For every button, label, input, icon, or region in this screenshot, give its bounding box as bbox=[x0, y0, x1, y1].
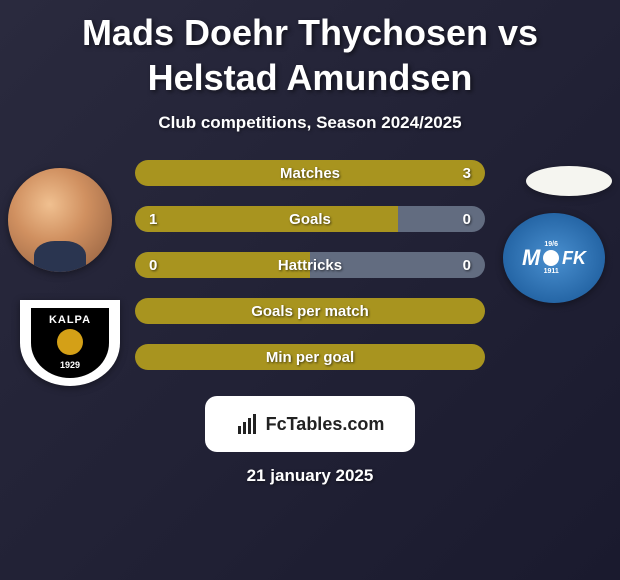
club-right-m: M bbox=[522, 245, 540, 271]
date: 21 january 2025 bbox=[0, 466, 620, 486]
club-badge-left-inner: KALPA 1929 bbox=[31, 308, 109, 378]
stat-val-right: 3 bbox=[463, 165, 471, 182]
subtitle: Club competitions, Season 2024/2025 bbox=[0, 113, 620, 133]
club-right-year-top: 19/6 bbox=[544, 241, 558, 248]
fctables-badge: FcTables.com bbox=[205, 396, 415, 452]
comparison-area: KALPA 1929 M 19/6 1911 FK Matches 3 1 Go… bbox=[0, 148, 620, 388]
club-left-name: KALPA bbox=[49, 314, 91, 326]
club-badge-right: M 19/6 1911 FK bbox=[503, 213, 605, 303]
stat-fill bbox=[135, 206, 398, 232]
stat-label: Min per goal bbox=[266, 349, 354, 366]
fctables-label: FcTables.com bbox=[266, 414, 385, 435]
page-title: Mads Doehr Thychosen vs Helstad Amundsen bbox=[0, 0, 620, 105]
stat-bar-matches: Matches 3 bbox=[135, 160, 485, 186]
stat-bar-hattricks: 0 Hattricks 0 bbox=[135, 252, 485, 278]
club-badge-left: KALPA 1929 bbox=[20, 300, 120, 386]
club-badge-right-inner: M 19/6 1911 FK bbox=[522, 236, 586, 280]
player-photo-left bbox=[8, 168, 112, 272]
stat-bar-gpm: Goals per match bbox=[135, 298, 485, 324]
stat-val-left: 0 bbox=[149, 257, 157, 274]
player-photo-right bbox=[526, 166, 612, 196]
ball-icon bbox=[543, 250, 559, 266]
stat-val-right: 0 bbox=[463, 257, 471, 274]
stat-bar-goals: 1 Goals 0 bbox=[135, 206, 485, 232]
stat-label: Matches bbox=[280, 165, 340, 182]
stat-bar-mpg: Min per goal bbox=[135, 344, 485, 370]
club-right-year: 1911 bbox=[544, 268, 559, 275]
stat-label: Hattricks bbox=[278, 257, 342, 274]
stat-val-right: 0 bbox=[463, 211, 471, 228]
stat-label: Goals bbox=[289, 211, 331, 228]
chart-icon bbox=[236, 412, 260, 436]
club-left-year: 1929 bbox=[60, 360, 80, 370]
club-right-fk: FK bbox=[562, 248, 586, 269]
stat-val-left: 1 bbox=[149, 211, 157, 228]
stats-column: Matches 3 1 Goals 0 0 Hattricks 0 Goals … bbox=[135, 160, 485, 390]
stat-label: Goals per match bbox=[251, 303, 369, 320]
